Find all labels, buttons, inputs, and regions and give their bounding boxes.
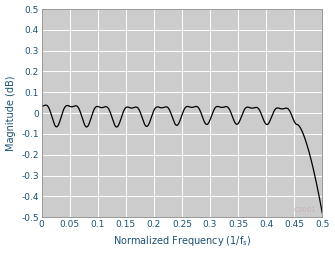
Y-axis label: Magnitude (dB): Magnitude (dB) [6, 75, 15, 151]
X-axis label: Normalized Frequency (1/f$_s$): Normalized Frequency (1/f$_s$) [113, 234, 251, 248]
Text: C3001: C3001 [294, 207, 317, 213]
